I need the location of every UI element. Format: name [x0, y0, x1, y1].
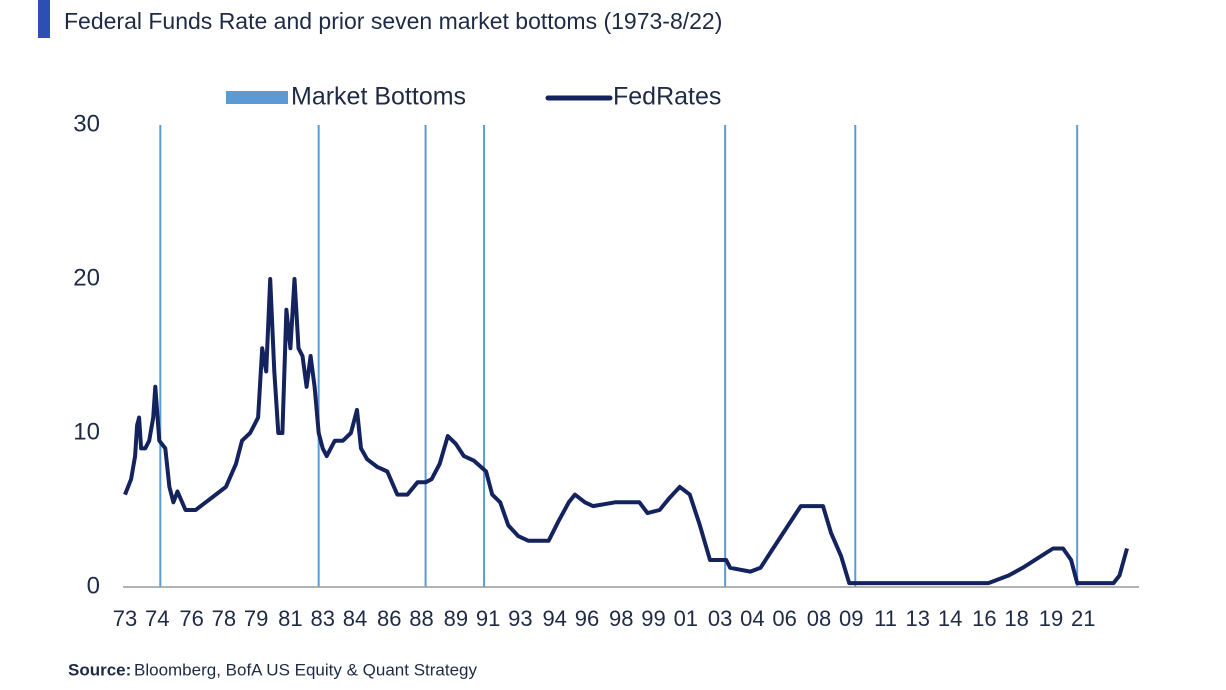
y-tick-label: 0 — [87, 572, 100, 599]
x-tick-label: 83 — [310, 606, 334, 631]
x-tick-label: 74 — [145, 606, 169, 631]
x-tick-label: 04 — [740, 606, 764, 631]
x-tick-label: 09 — [839, 606, 863, 631]
chart-subtitle: Federal Funds Rate and prior seven marke… — [64, 8, 722, 34]
legend-swatch — [226, 91, 288, 104]
x-tick-label: 94 — [542, 606, 566, 631]
x-tick-label: 91 — [476, 606, 500, 631]
y-tick-label: 20 — [73, 264, 100, 291]
x-tick-label: 86 — [377, 606, 401, 631]
x-tick-label: 84 — [343, 606, 367, 631]
x-tick-label: 18 — [1004, 606, 1028, 631]
x-tick-label: 01 — [674, 606, 698, 631]
legend-label: Market Bottoms — [291, 83, 466, 111]
x-tick-label: 19 — [1039, 606, 1063, 631]
x-tick-label: 08 — [807, 606, 831, 631]
x-tick-label: 99 — [641, 606, 665, 631]
x-tick-label: 11 — [874, 606, 897, 631]
x-tick-label: 06 — [772, 606, 796, 631]
x-tick-label: 03 — [708, 606, 732, 631]
fed-rate-line — [123, 277, 1129, 586]
x-tick-label: 14 — [938, 606, 962, 631]
y-tick-label: 10 — [73, 418, 100, 445]
x-tick-label: 13 — [906, 606, 930, 631]
x-tick-label: 78 — [212, 606, 236, 631]
x-tick-label: 88 — [409, 606, 433, 631]
x-tick-label: 89 — [444, 606, 468, 631]
source-label: Source: — [68, 660, 131, 679]
x-tick-label: 76 — [179, 606, 203, 631]
x-tick-label: 16 — [972, 606, 996, 631]
x-tick-label: 96 — [575, 606, 599, 631]
x-tick-label: 98 — [609, 606, 633, 631]
source: Bloomberg, BofA US Equity & Quant Strate… — [134, 660, 478, 679]
x-tick-label: 81 — [278, 606, 302, 631]
x-tick-label: 21 — [1071, 606, 1095, 631]
x-tick-label: 93 — [508, 606, 532, 631]
title-accent — [38, 0, 50, 38]
x-tick-label: 79 — [244, 606, 268, 631]
x-tick-label: 73 — [113, 606, 137, 631]
legend-label: FedRates — [613, 83, 721, 111]
y-tick-label: 30 — [73, 110, 100, 137]
